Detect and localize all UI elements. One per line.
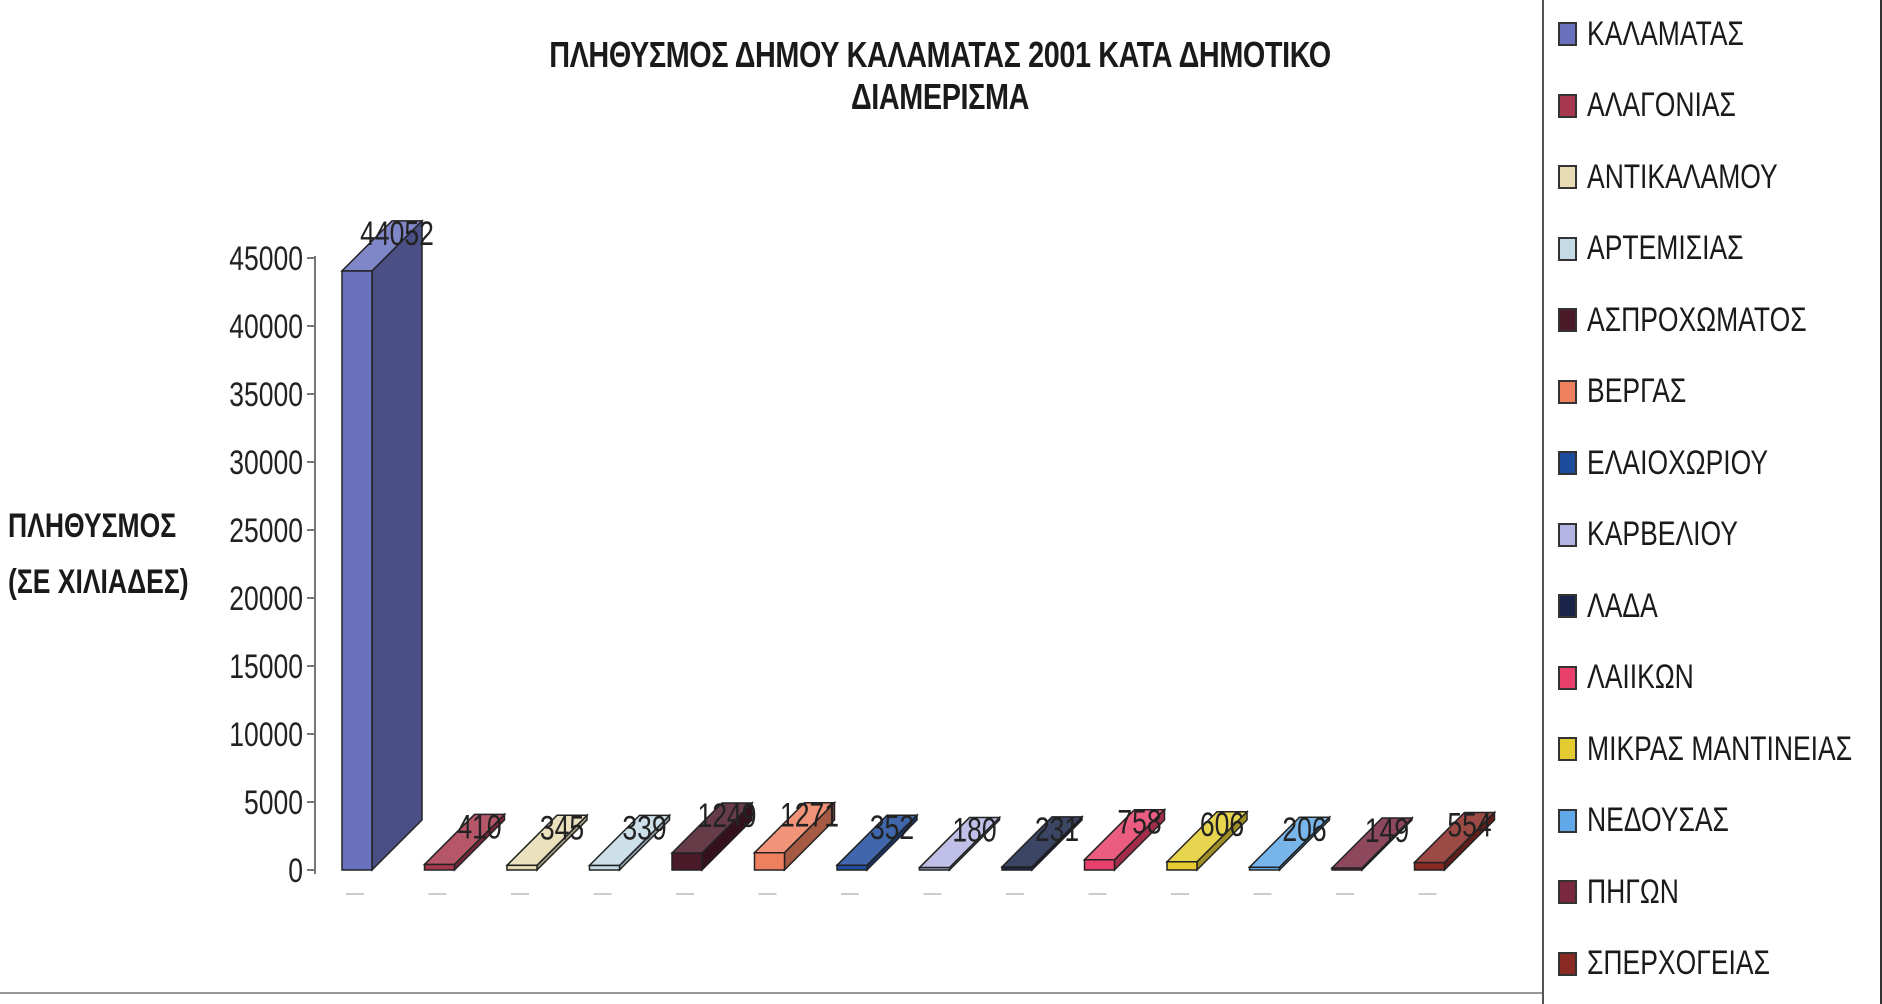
data-label: 345 [540,809,584,847]
legend-label: ΛΑΙΙΚΩΝ [1587,658,1694,696]
y-tick-label: 40000 [229,308,303,346]
legend-item: ΑΝΤΙΚΑΛΑΜΟΥ [1558,152,1832,202]
legend-item: ΝΕΔΟΥΣΑΣ [1558,796,1769,846]
chart-title: ΠΛΗΘΥΣΜΟΣ ΔΗΜΟΥ ΚΑΛΑΜΑΤΑΣ 2001 ΚΑΤΑ ΔΗΜΟ… [549,34,1331,117]
y-tick-label: 0 [288,852,303,890]
legend-label: ΑΛΑΓΟΝΙΑΣ [1587,86,1736,124]
legend-label: ΜΙΚΡΑΣ ΜΑΝΤΙΝΕΙΑΣ [1587,729,1853,768]
bar-top [752,801,837,854]
bar-top [422,813,507,866]
y-axis-label-line-2: (ΣΕ ΧΙΛΙΑΔΕΣ) [8,563,189,601]
y-tick-label: 5000 [244,784,303,822]
data-label: 180 [952,811,996,849]
legend-item: ΑΡΤΕΜΙΣΙΑΣ [1558,224,1788,274]
y-tick-label: 10000 [229,716,303,754]
legend-swatch [1558,737,1577,761]
bar-top [587,814,672,867]
chart-plot-area: 0 5000 10000 15000 20000 25000 30000 35000 40000… [229,215,1497,895]
legend-swatch [1558,808,1577,833]
bar-top [1000,816,1084,868]
data-label: 1249 [698,797,757,835]
data-label: 44052 [360,215,434,253]
legend-item: ΒΕΡΓΑΣ [1558,367,1714,417]
legend-item: ΑΛΑΓΟΝΙΑΣ [1558,81,1778,131]
legend-swatch [1558,594,1577,618]
legend-label: ΛΑΔΑ [1587,586,1658,625]
legend-swatch [1558,236,1577,261]
legend-item: ΠΗΓΩΝ [1558,867,1705,917]
y-tick-label: 45000 [229,240,303,278]
y-axis-label-line-1: ΠΛΗΘΥΣΜΟΣ [8,507,177,545]
data-label: 1271 [780,797,839,835]
legend-label: ΑΣΠΡΟΧΩΜΑΤΟΣ [1587,300,1807,339]
bar [671,852,703,871]
bar-top [670,802,754,854]
legend-item: ΛΑΔΑ [1558,581,1678,631]
legend-item: ΛΑΙΙΚΩΝ [1558,653,1724,703]
legend-swatch [1558,522,1577,547]
bar-top [340,220,424,272]
legend-item: ΜΙΚΡΑΣ ΜΑΝΤΙΝΕΙΑΣ [1558,724,1882,774]
legend-swatch [1558,165,1577,189]
bar [1413,861,1446,871]
bar-top [1082,808,1167,861]
legend-swatch [1558,880,1577,904]
data-label: 149 [1365,812,1409,850]
legend-swatch [1558,93,1577,118]
bar-side [371,219,423,872]
bar [753,851,786,871]
legend-item: ΕΛΑΙΟΧΩΡΙΟΥ [1558,438,1819,488]
y-tick-label: 15000 [229,648,303,686]
y-tick-label: 25000 [229,512,303,550]
bar-top [505,814,589,867]
y-tick-label: 35000 [229,376,303,414]
bar-top [835,814,919,866]
legend-label: ΚΑΡΒΕΛΙΟΥ [1587,515,1738,553]
data-label: 410 [457,808,501,846]
y-tick-label: 20000 [229,580,303,618]
legend-swatch [1558,22,1577,46]
legend-swatch [1558,379,1577,404]
legend-swatch [1558,951,1577,976]
legend-item: ΣΠΕΡΧΟΓΕΙΑΣ [1558,939,1822,989]
legend-item: ΚΑΛΑΜΑΤΑΣ [1558,9,1788,59]
legend-label: ΠΗΓΩΝ [1587,872,1679,911]
bar-top [917,816,1002,869]
legend-label: ΑΝΤΙΚΑΛΑΜΟΥ [1587,157,1778,196]
legend-item: ΚΑΡΒΕΛΙΟΥ [1558,510,1781,560]
bar [341,270,373,871]
legend-item: ΑΣΠΡΟΧΩΜΑΤΟΣ [1558,295,1869,345]
legend-label: ΣΠΕΡΧΟΓΕΙΑΣ [1587,944,1770,982]
bar-top [1412,811,1497,864]
bottom-divider [0,992,1542,994]
y-axis-label: ΠΛΗΘΥΣΜΟΣ (ΣΕ ΧΙΛΙΑΔΕΣ) [8,498,189,610]
chart-legend: ΚΑΛΑΜΑΤΑΣ ΑΛΑΓΟΝΙΑΣ ΑΝΤΙΚΑΛΑΜΟΥ ΑΡΤΕΜΙΣΙΑΣ Α… [1542,0,1882,1004]
legend-label: ΑΡΤΕΜΙΣΙΑΣ [1587,229,1744,267]
legend-label: ΝΕΔΟΥΣΑΣ [1587,801,1729,839]
bar-top [1247,816,1332,868]
bar-top [1165,811,1249,863]
data-label: 231 [1035,811,1079,849]
y-tick-label: 30000 [229,444,303,482]
bar-top [1330,817,1414,869]
bar [1166,861,1198,871]
data-label: 554 [1447,806,1491,844]
legend-label: ΕΛΑΙΟΧΩΡΙΟΥ [1587,443,1769,482]
bar [423,863,456,871]
data-label: 758 [1117,804,1161,842]
data-label: 606 [1200,806,1244,844]
bar [1083,858,1116,871]
legend-label: ΚΑΛΑΜΑΤΑΣ [1587,14,1744,53]
data-label: 352 [870,809,914,847]
legend-label: ΒΕΡΓΑΣ [1587,372,1687,410]
legend-swatch [1558,308,1577,332]
data-label: 339 [622,809,666,847]
legend-swatch [1558,451,1577,475]
data-label: 206 [1282,811,1326,849]
legend-swatch [1558,665,1577,690]
